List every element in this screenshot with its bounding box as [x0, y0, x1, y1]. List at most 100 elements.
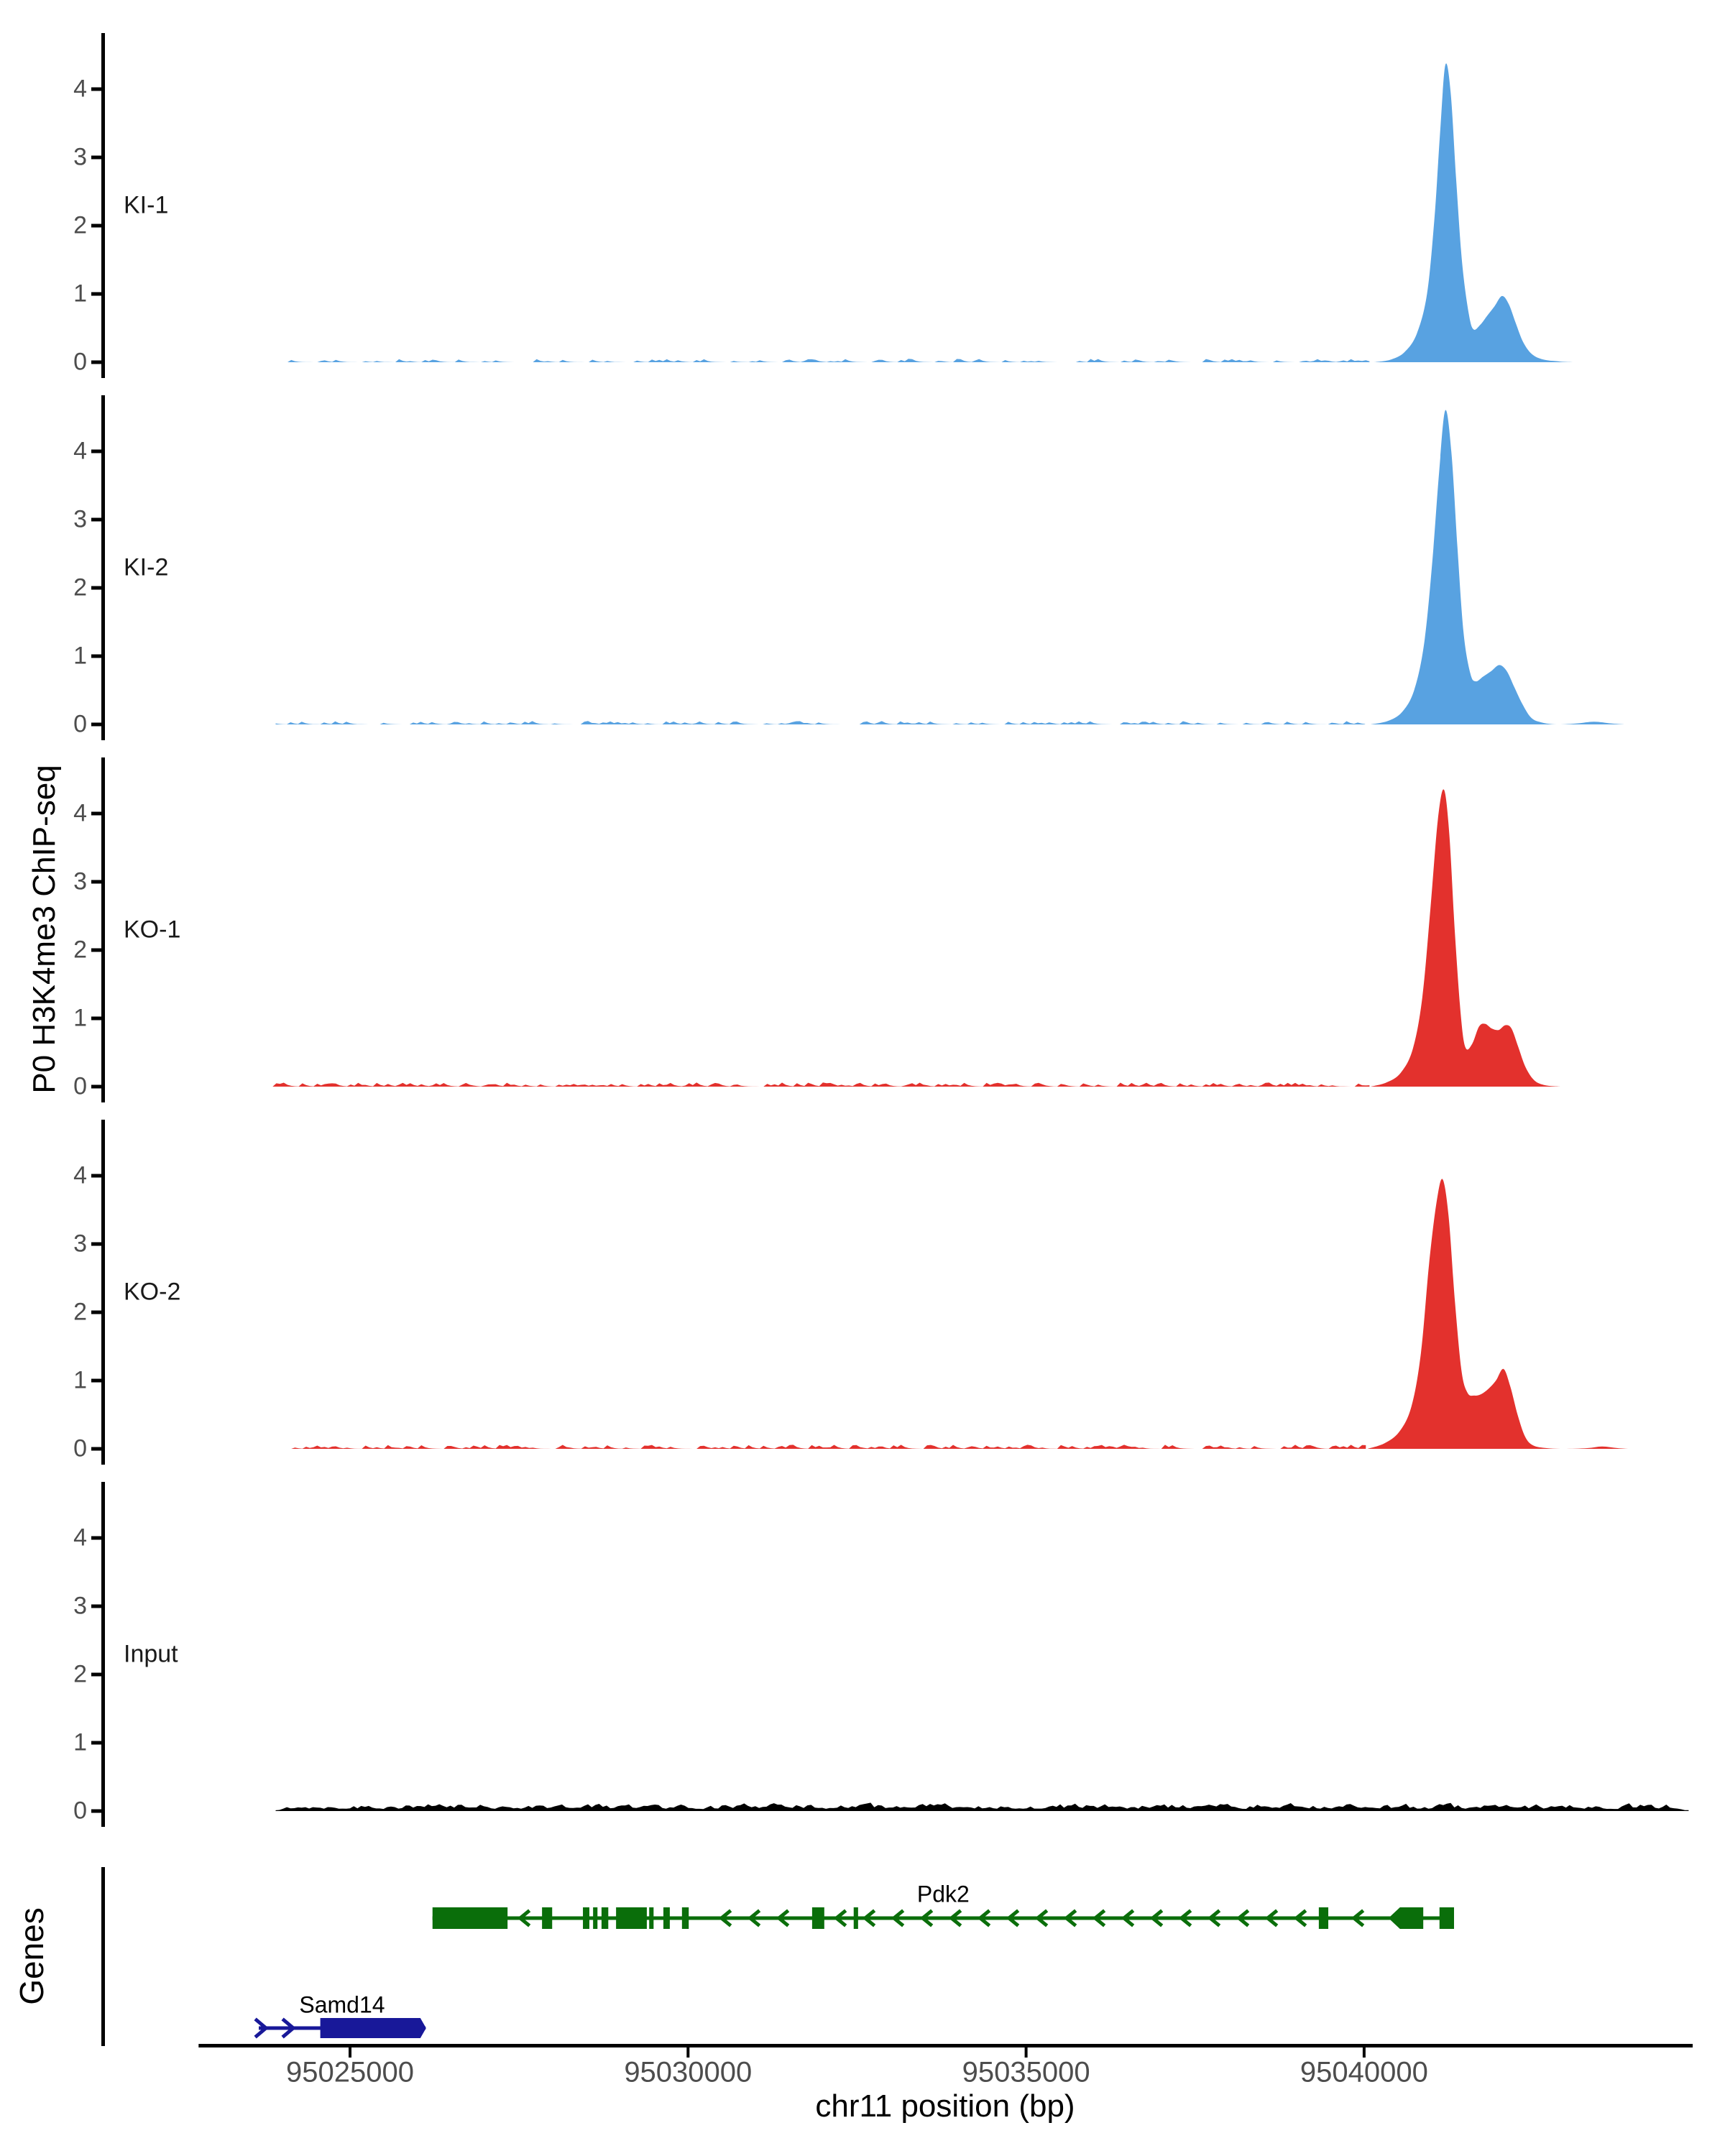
gene-label-samd14: Samd14 — [299, 1991, 385, 2018]
noise-area-ki-1 — [269, 359, 1370, 362]
y-tick-input-0 — [91, 1809, 105, 1813]
y-tick-ko-1-3 — [91, 880, 105, 884]
x-tick-label-95040000: 95040000 — [1300, 2056, 1428, 2088]
y-tick-ki-1-2 — [91, 224, 105, 228]
y-tick-ki-1-3 — [91, 155, 105, 160]
x-axis-title: chr11 position (bp) — [815, 2088, 1075, 2124]
signal-area-ki-2 — [1371, 410, 1624, 725]
y-tick-label-ki-2-2: 2 — [73, 573, 87, 602]
y-axis-title: P0 H3K4me3 ChIP-seq — [27, 765, 62, 1094]
y-tick-label-ki-1-2: 2 — [73, 211, 87, 239]
y-tick-ki-2-1 — [91, 654, 105, 658]
y-tick-label-ki-2-4: 4 — [73, 437, 87, 465]
gene-exon-pdk2-9 — [811, 1907, 824, 1929]
y-tick-label-ki-2-0: 0 — [73, 710, 87, 738]
gene-exon-samd14-0 — [320, 2018, 426, 2038]
gene-exon-pdk2-0 — [432, 1907, 508, 1929]
y-tick-input-4 — [91, 1536, 105, 1540]
gene-exon-pdk2-6 — [649, 1907, 654, 1929]
y-axis-line-ko-1 — [101, 757, 105, 1102]
track-label-ko-1: KO-1 — [124, 916, 181, 944]
y-tick-label-ko-1-4: 4 — [73, 799, 87, 827]
x-tick-95030000 — [686, 2047, 690, 2058]
gene-exon-pdk2-13 — [1439, 1907, 1454, 1929]
gene-line-pdk2 — [432, 1916, 1454, 1920]
y-tick-label-ko-2-1: 1 — [73, 1366, 87, 1394]
x-tick-95035000 — [1024, 2047, 1028, 2058]
y-tick-input-2 — [91, 1672, 105, 1677]
noise-area-ko-2 — [269, 1445, 1366, 1449]
y-axis-line-ko-2 — [101, 1120, 105, 1465]
gene-label-pdk2: Pdk2 — [916, 1881, 970, 1907]
y-tick-label-input-0: 0 — [73, 1797, 87, 1825]
y-tick-label-ki-1-0: 0 — [73, 348, 87, 376]
y-tick-label-ki-2-3: 3 — [73, 505, 87, 533]
y-tick-ko-2-0 — [91, 1447, 105, 1451]
y-tick-ko-2-1 — [91, 1378, 105, 1383]
signal-area-ki-1 — [1374, 63, 1574, 362]
gene-exon-pdk2-2 — [583, 1907, 589, 1929]
track-label-input: Input — [124, 1640, 178, 1668]
y-tick-input-1 — [91, 1741, 105, 1745]
y-axis-line-ki-2 — [101, 395, 105, 740]
y-tick-ki-1-4 — [91, 87, 105, 91]
noise-area-ki-2 — [275, 721, 1366, 724]
y-tick-ko-1-1 — [91, 1016, 105, 1021]
y-tick-label-ki-2-1: 1 — [73, 642, 87, 670]
signal-area-ko-1 — [1371, 789, 1560, 1087]
y-tick-label-input-4: 4 — [73, 1524, 87, 1552]
y-tick-label-ko-2-4: 4 — [73, 1161, 87, 1189]
gene-exon-pdk2-4 — [601, 1907, 609, 1929]
y-tick-label-ki-1-1: 1 — [73, 280, 87, 308]
gene-exon-pdk2-11 — [1318, 1907, 1329, 1929]
noise-area-ko-1 — [269, 1082, 1370, 1087]
y-tick-label-ki-1-4: 4 — [73, 75, 87, 103]
y-tick-ko-2-2 — [91, 1310, 105, 1314]
y-tick-ko-1-2 — [91, 948, 105, 952]
y-tick-ko-2-4 — [91, 1174, 105, 1178]
y-tick-ki-2-3 — [91, 517, 105, 522]
y-tick-label-input-3: 3 — [73, 1592, 87, 1620]
y-tick-ki-1-1 — [91, 292, 105, 296]
y-tick-label-ko-2-2: 2 — [73, 1298, 87, 1326]
gene-exon-pdk2-1 — [542, 1907, 553, 1929]
y-tick-ki-2-2 — [91, 586, 105, 590]
y-axis-line-input — [101, 1482, 105, 1827]
gene-exon-pdk2-7 — [663, 1907, 670, 1929]
y-tick-label-input-2: 2 — [73, 1660, 87, 1688]
gene-exon-pdk2-12 — [1388, 1907, 1424, 1929]
y-tick-label-ko-1-3: 3 — [73, 867, 87, 895]
y-tick-label-ki-1-3: 3 — [73, 143, 87, 171]
gene-exon-pdk2-8 — [681, 1907, 689, 1929]
gene-strand-arrows-samd14 — [254, 2017, 296, 2039]
y-tick-label-ko-1-0: 0 — [73, 1072, 87, 1100]
signal-area-ko-2 — [1367, 1179, 1628, 1449]
y-tick-label-input-1: 1 — [73, 1728, 87, 1756]
gene-exon-pdk2-5 — [616, 1907, 647, 1929]
x-tick-95025000 — [349, 2047, 351, 2058]
gene-exon-pdk2-10 — [853, 1907, 858, 1929]
x-tick-label-95025000: 95025000 — [286, 2056, 414, 2088]
y-tick-ko-2-3 — [91, 1242, 105, 1246]
x-tick-label-95030000: 95030000 — [624, 2056, 753, 2088]
x-tick-95040000 — [1362, 2047, 1366, 2058]
track-label-ki-2: KI-2 — [124, 553, 169, 581]
y-axis-line-ki-1 — [101, 33, 105, 378]
track-label-ki-1: KI-1 — [124, 191, 169, 219]
x-tick-label-95035000: 95035000 — [962, 2056, 1090, 2088]
y-tick-ki-2-0 — [91, 722, 105, 727]
genes-axis-line — [101, 1867, 105, 2046]
y-tick-ki-1-0 — [91, 360, 105, 364]
y-tick-ko-1-4 — [91, 811, 105, 816]
y-tick-label-ko-2-0: 0 — [73, 1434, 87, 1462]
track-label-ko-2: KO-2 — [124, 1278, 181, 1306]
gene-strand-arrows-pdk2 — [517, 1909, 1365, 1927]
y-tick-ko-1-0 — [91, 1084, 105, 1089]
y-tick-input-3 — [91, 1604, 105, 1608]
noise-area-input — [275, 1802, 1689, 1811]
y-tick-label-ko-1-1: 1 — [73, 1004, 87, 1032]
gene-exon-pdk2-3 — [593, 1907, 598, 1929]
genes-panel-title: Genes — [13, 1907, 50, 2005]
